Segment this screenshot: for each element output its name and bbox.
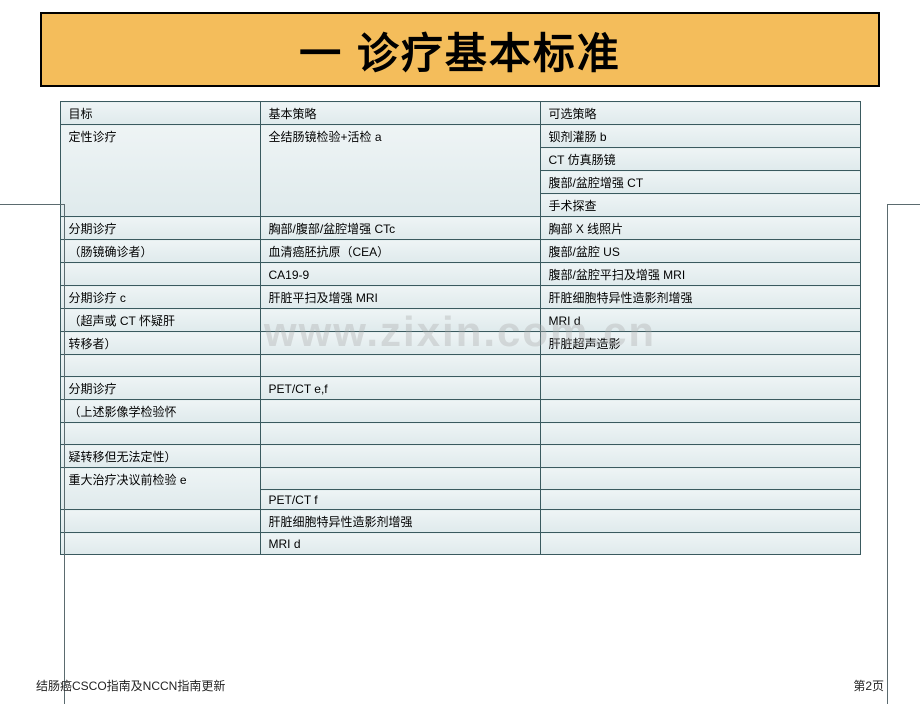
basic-cell bbox=[260, 332, 540, 355]
decor-line bbox=[888, 204, 920, 205]
opt-cell bbox=[540, 533, 860, 555]
basic-cell bbox=[260, 309, 540, 332]
footer-right: 第2页 bbox=[853, 677, 884, 694]
table-row bbox=[60, 355, 860, 377]
opt-cell bbox=[540, 377, 860, 400]
basic-empty bbox=[260, 468, 540, 490]
table-row: 疑转移但无法定性） bbox=[60, 445, 860, 468]
goal-cell: 重大治疗决议前检验 e bbox=[60, 468, 260, 510]
table-row: 分期诊疗 PET/CT e,f bbox=[60, 377, 860, 400]
basic-cell: PET/CT f bbox=[260, 490, 540, 510]
table-header-row: 目标 基本策略 可选策略 bbox=[60, 102, 860, 125]
table-row: 重大治疗决议前检验 e bbox=[60, 468, 860, 490]
decor-line bbox=[887, 204, 888, 704]
goal-cell: 分期诊疗 bbox=[60, 217, 260, 240]
opt-empty bbox=[540, 400, 860, 423]
table-row: （上述影像学检验怀 bbox=[60, 400, 860, 423]
standards-table: 目标 基本策略 可选策略 定性诊疗 全结肠镜检验+活检 a 钡剂灌肠 b CT … bbox=[60, 101, 861, 555]
basic-cell: 胸部/腹部/盆腔增强 CTc bbox=[260, 217, 540, 240]
col-goal: 目标 bbox=[60, 102, 260, 125]
basic-empty bbox=[260, 423, 540, 445]
table-row: 分期诊疗 c 肝脏平扫及增强 MRI 肝脏细胞特异性造影剂增强 bbox=[60, 286, 860, 309]
opt-cell: 手术探查 bbox=[540, 194, 860, 217]
table-row bbox=[60, 423, 860, 445]
basic-empty bbox=[260, 400, 540, 423]
basic-cell: 肝脏细胞特异性造影剂增强 bbox=[260, 510, 540, 533]
col-basic: 基本策略 bbox=[260, 102, 540, 125]
table-row: （超声或 CT 怀疑肝 MRI d bbox=[60, 309, 860, 332]
basic-empty bbox=[260, 355, 540, 377]
goal-sub-cell: （肠镜确诊者） bbox=[60, 240, 260, 263]
goal-empty bbox=[60, 423, 260, 445]
page-title: 一 诊疗基本标准 bbox=[299, 30, 621, 77]
goal-empty bbox=[60, 355, 260, 377]
goal-cell: 分期诊疗 c bbox=[60, 286, 260, 309]
opt-empty bbox=[540, 468, 860, 490]
table-row: CA19-9 腹部/盆腔平扫及增强 MRI bbox=[60, 263, 860, 286]
table-row: （肠镜确诊者） 血清癌胚抗原（CEA） 腹部/盆腔 US bbox=[60, 240, 860, 263]
table-row: 定性诊疗 全结肠镜检验+活检 a 钡剂灌肠 b bbox=[60, 125, 860, 148]
goal-cell: 分期诊疗 bbox=[60, 377, 260, 400]
basic-cell: PET/CT e,f bbox=[260, 377, 540, 400]
goal-empty bbox=[60, 510, 260, 533]
table-row: 肝脏细胞特异性造影剂增强 bbox=[60, 510, 860, 533]
basic-cell: 全结肠镜检验+活检 a bbox=[260, 125, 540, 217]
goal-sub-cell: （超声或 CT 怀疑肝 bbox=[60, 309, 260, 332]
goal-empty bbox=[60, 263, 260, 286]
table-row: 转移者） 肝脏超声造影 bbox=[60, 332, 860, 355]
basic-cell: MRI d bbox=[260, 533, 540, 555]
opt-cell: MRI d bbox=[540, 309, 860, 332]
opt-cell: 肝脏细胞特异性造影剂增强 bbox=[540, 286, 860, 309]
opt-cell: 腹部/盆腔平扫及增强 MRI bbox=[540, 263, 860, 286]
opt-cell: 腹部/盆腔增强 CT bbox=[540, 171, 860, 194]
decor-line bbox=[0, 204, 64, 205]
opt-empty bbox=[540, 445, 860, 468]
goal-sub-cell: 疑转移但无法定性） bbox=[60, 445, 260, 468]
goal-cell: 定性诊疗 bbox=[60, 125, 260, 217]
basic-cell: CA19-9 bbox=[260, 263, 540, 286]
opt-empty bbox=[540, 423, 860, 445]
opt-cell bbox=[540, 510, 860, 533]
opt-cell: 腹部/盆腔 US bbox=[540, 240, 860, 263]
opt-cell bbox=[540, 490, 860, 510]
goal-empty bbox=[60, 533, 260, 555]
opt-cell: 胸部 X 线照片 bbox=[540, 217, 860, 240]
basic-empty bbox=[260, 445, 540, 468]
goal-sub-cell: （上述影像学检验怀 bbox=[60, 400, 260, 423]
opt-cell: CT 仿真肠镜 bbox=[540, 148, 860, 171]
table-row: MRI d bbox=[60, 533, 860, 555]
footer: 结肠癌CSCO指南及NCCN指南更新 第2页 bbox=[36, 677, 884, 694]
col-optional: 可选策略 bbox=[540, 102, 860, 125]
footer-left: 结肠癌CSCO指南及NCCN指南更新 bbox=[36, 677, 225, 694]
opt-cell: 钡剂灌肠 b bbox=[540, 125, 860, 148]
basic-cell: 血清癌胚抗原（CEA） bbox=[260, 240, 540, 263]
goal-sub-cell: 转移者） bbox=[60, 332, 260, 355]
basic-cell: 肝脏平扫及增强 MRI bbox=[260, 286, 540, 309]
page-title-bar: 一 诊疗基本标准 bbox=[40, 12, 880, 87]
opt-empty bbox=[540, 355, 860, 377]
decor-line bbox=[64, 204, 65, 704]
table-row: 分期诊疗 胸部/腹部/盆腔增强 CTc 胸部 X 线照片 bbox=[60, 217, 860, 240]
opt-cell: 肝脏超声造影 bbox=[540, 332, 860, 355]
